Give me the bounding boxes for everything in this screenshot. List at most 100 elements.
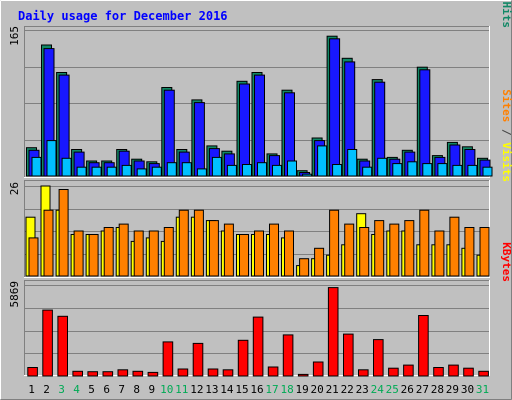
day-label-7: 7 xyxy=(118,383,125,396)
pages-bar-25 xyxy=(392,163,403,177)
pages-bar-23 xyxy=(362,166,373,177)
day-label-20: 20 xyxy=(310,383,323,396)
sites-bar-30 xyxy=(464,227,475,277)
sites-bar-14 xyxy=(223,223,234,277)
pages-bar-18 xyxy=(287,160,297,177)
kbytes-bar-19 xyxy=(297,373,309,377)
day-label-21: 21 xyxy=(326,383,339,396)
kbytes-bar-10 xyxy=(162,341,174,377)
pages-bar-13 xyxy=(211,156,222,177)
pages-bar-8 xyxy=(136,168,147,177)
legend-part-top-4: Hits xyxy=(500,2,512,29)
sites-bar-17 xyxy=(269,223,279,277)
files-bar-16 xyxy=(254,74,265,177)
sites-bar-28 xyxy=(434,230,445,277)
sites-bar-19 xyxy=(299,258,310,277)
kbytes-bar-23 xyxy=(358,369,369,377)
kbytes-bar-22 xyxy=(343,333,354,377)
pages-bar-2 xyxy=(46,140,57,177)
day-label-10: 10 xyxy=(160,383,173,396)
legend-part-middle-1: / xyxy=(500,122,512,142)
pages-bar-12 xyxy=(196,168,207,177)
sites-bar-20 xyxy=(314,247,325,277)
day-label-30: 30 xyxy=(461,383,474,396)
kbytes-bar-15 xyxy=(237,339,249,377)
legend-part-middle-0: Sites xyxy=(500,89,512,122)
sites-bar-12 xyxy=(193,209,204,277)
day-label-1: 1 xyxy=(28,383,35,396)
sites-bar-18 xyxy=(284,230,294,277)
day-label-16: 16 xyxy=(250,383,263,396)
y-max-label-middle: 26 xyxy=(8,182,21,195)
sites-bar-5 xyxy=(88,234,99,277)
kbytes-bar-4 xyxy=(72,370,84,377)
sites-bar-15 xyxy=(239,234,249,277)
pages-bar-1 xyxy=(31,156,42,177)
kbytes-bar-6 xyxy=(102,371,114,377)
pages-bar-24 xyxy=(377,157,388,177)
sites-bar-27 xyxy=(419,209,430,277)
kbytes-bar-17 xyxy=(267,366,279,377)
day-label-19: 19 xyxy=(295,383,308,396)
sites-bar-26 xyxy=(404,220,415,277)
kbytes-bar-2 xyxy=(42,309,53,377)
day-label-24: 24 xyxy=(371,383,385,396)
panel-middle: 26 Sites / Visits xyxy=(8,89,512,278)
kbytes-bar-27 xyxy=(418,315,429,377)
pages-bar-21 xyxy=(332,164,343,177)
y-max-label-top: 165 xyxy=(8,26,21,46)
sites-bar-24 xyxy=(374,220,385,277)
sites-bar-7 xyxy=(118,223,129,277)
kbytes-bar-7 xyxy=(117,369,129,377)
legend-part-top-3: / xyxy=(500,0,512,2)
legend-part-bottom-0: KBytes xyxy=(500,242,512,282)
sites-bar-29 xyxy=(449,216,460,277)
sites-bar-1 xyxy=(28,237,39,277)
kbytes-bar-14 xyxy=(222,369,234,377)
kbytes-bar-26 xyxy=(403,364,414,377)
day-label-18: 18 xyxy=(280,383,293,396)
pages-bar-22 xyxy=(347,149,358,177)
pages-bar-4 xyxy=(76,166,87,177)
files-bar-15 xyxy=(239,83,250,177)
day-label-12: 12 xyxy=(190,383,203,396)
x-axis-day-labels: 1 2 3 4 5 6 7 8 9 10 11 12 13 14 15 16 17 18 19 20 21 22 23 24 2… xyxy=(28,383,489,396)
pages-bar-10 xyxy=(166,162,177,177)
kbytes-bar-1 xyxy=(27,367,38,377)
kbytes-bar-9 xyxy=(147,371,159,377)
kbytes-bar-25 xyxy=(388,367,399,377)
pages-bar-20 xyxy=(317,145,328,177)
day-label-27: 27 xyxy=(416,383,429,396)
kbytes-bar-21 xyxy=(327,287,339,377)
sites-bar-4 xyxy=(73,230,84,277)
kbytes-bar-31 xyxy=(478,370,489,377)
files-bar-12 xyxy=(193,102,205,177)
pages-bar-19 xyxy=(302,173,313,177)
pages-bar-16 xyxy=(257,162,267,177)
kbytes-bar-3 xyxy=(57,315,69,377)
kbytes-bar-20 xyxy=(312,361,324,377)
sites-bar-11 xyxy=(178,209,189,277)
pages-bar-5 xyxy=(91,166,102,177)
pages-bar-11 xyxy=(181,162,192,177)
day-label-9: 9 xyxy=(148,383,155,396)
pages-bar-7 xyxy=(121,164,132,177)
legend-middle: Sites / Visits xyxy=(500,89,512,182)
sites-bar-16 xyxy=(254,230,264,277)
pages-bar-6 xyxy=(106,166,117,177)
sites-bar-8 xyxy=(133,230,144,277)
sites-bar-13 xyxy=(208,220,219,277)
pages-bar-15 xyxy=(242,164,252,177)
kbytes-bar-16 xyxy=(252,316,264,377)
pages-bar-14 xyxy=(226,164,237,177)
sites-bar-21 xyxy=(329,209,340,277)
day-label-23: 23 xyxy=(356,383,369,396)
kbytes-bar-18 xyxy=(282,334,294,377)
pages-bar-27 xyxy=(422,163,433,177)
sites-bar-3 xyxy=(58,189,69,277)
panel-bottom: 5869 KBytes xyxy=(8,242,512,377)
day-label-15: 15 xyxy=(235,383,248,396)
pages-bar-28 xyxy=(437,163,448,177)
day-label-8: 8 xyxy=(133,383,140,396)
kbytes-bar-5 xyxy=(87,371,99,377)
